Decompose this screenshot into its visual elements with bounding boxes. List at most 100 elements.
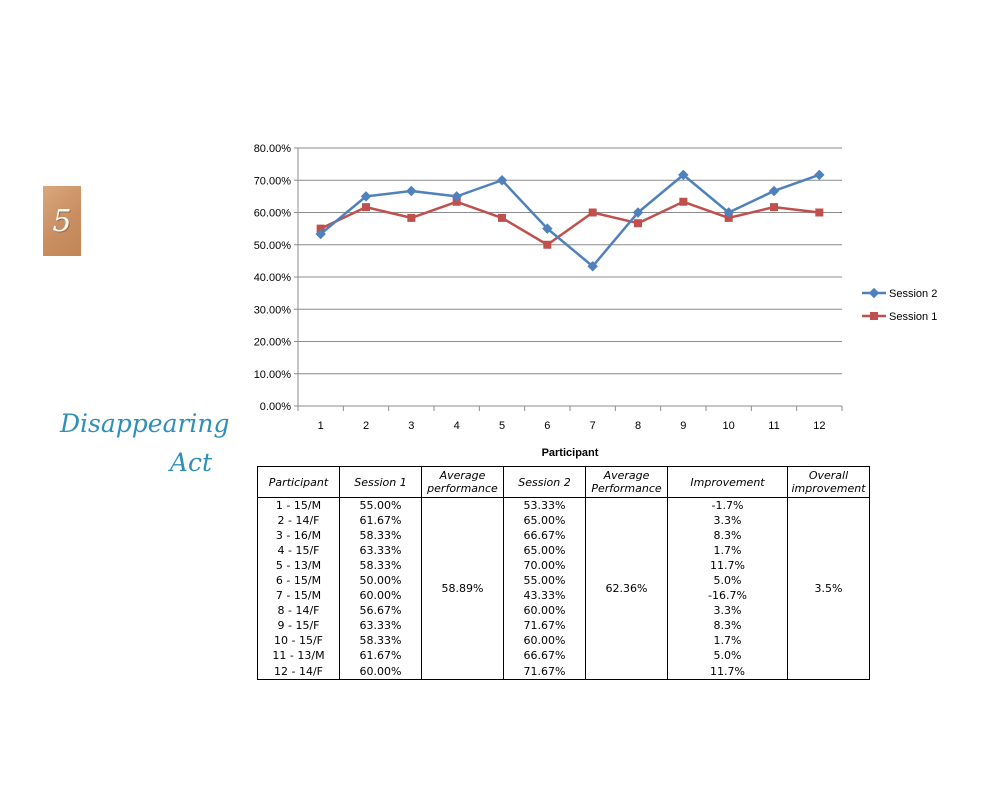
table-row: 2 - 14/F 61.67% 65.00% 3.3% bbox=[257, 513, 870, 529]
cell-improvement: 8.3% bbox=[667, 528, 788, 544]
cell-average-session-1: 58.89% bbox=[421, 497, 504, 681]
data-point-square bbox=[679, 197, 688, 206]
table-body: 1 - 15/M 55.00% 58.89% 53.33% 62.36% -1.7% 3.5… bbox=[257, 497, 870, 681]
data-point-diamond bbox=[723, 207, 734, 218]
cell-session-1: 63.33% bbox=[339, 543, 422, 559]
table-row: 6 - 15/M 50.00% 55.00% 5.0% bbox=[257, 573, 870, 589]
y-tick-label: 10.00% bbox=[254, 369, 292, 381]
cell-participant: 8 - 14/F bbox=[257, 603, 340, 619]
table-row: 3 - 16/M 58.33% 66.67% 8.3% bbox=[257, 528, 870, 544]
cell-improvement: -1.7% bbox=[667, 497, 788, 514]
legend-label: Session 1 bbox=[889, 311, 937, 323]
cell-session-1: 55.00% bbox=[339, 497, 422, 514]
cell-session-1: 58.33% bbox=[339, 558, 422, 574]
cell-improvement: 1.7% bbox=[667, 543, 788, 559]
cell-improvement: 3.3% bbox=[667, 513, 788, 529]
table-row: 4 - 15/F 63.33% 65.00% 1.7% bbox=[257, 543, 870, 559]
cell-session-1: 61.67% bbox=[339, 648, 422, 665]
cell-session-1: 58.33% bbox=[339, 528, 422, 544]
cell-improvement: 5.0% bbox=[667, 573, 788, 589]
cell-session-1: 60.00% bbox=[339, 588, 422, 604]
data-point-diamond bbox=[542, 223, 553, 234]
data-point-diamond bbox=[678, 169, 689, 181]
data-point-diamond bbox=[868, 287, 880, 299]
data-point-square bbox=[316, 224, 325, 233]
data-point-diamond bbox=[632, 207, 644, 218]
table-row: 12 - 14/F 60.00% 71.67% 11.7% bbox=[257, 664, 870, 681]
header-improvement: Improvement bbox=[667, 466, 788, 498]
chart-series bbox=[315, 169, 825, 272]
y-tick-label: 70.00% bbox=[254, 175, 292, 187]
cell-session-2: 70.00% bbox=[503, 558, 586, 574]
data-point-diamond bbox=[814, 169, 825, 181]
cell-session-2: 65.00% bbox=[503, 543, 586, 559]
chart-legend: Session 2 Session 1 bbox=[862, 287, 937, 323]
table-row: 10 - 15/F 58.33% 60.00% 1.7% bbox=[257, 633, 870, 649]
cell-improvement: 11.7% bbox=[667, 664, 788, 681]
data-point-diamond bbox=[406, 185, 417, 197]
cell-participant: 2 - 14/F bbox=[257, 513, 340, 529]
y-tick-label: 20.00% bbox=[254, 337, 292, 349]
x-tick-label: 1 bbox=[318, 420, 324, 432]
header-average-performance-2: Average Performance bbox=[585, 466, 668, 498]
data-point-square bbox=[634, 219, 642, 228]
x-tick-label: 8 bbox=[635, 420, 641, 432]
data-point-diamond bbox=[360, 191, 372, 202]
cell-session-1: 63.33% bbox=[339, 618, 422, 634]
y-tick-label: 60.00% bbox=[254, 208, 292, 220]
header-average-performance-1: Average performance bbox=[421, 466, 504, 498]
cell-session-2: 43.33% bbox=[503, 588, 586, 604]
cell-improvement: 8.3% bbox=[667, 618, 788, 634]
cell-session-2: 66.67% bbox=[503, 648, 586, 665]
cell-participant: 10 - 15/F bbox=[257, 633, 340, 649]
results-table: Participant Session 1 Average performance… bbox=[257, 466, 870, 681]
x-tick-label: 6 bbox=[544, 420, 550, 432]
x-tick-label: 5 bbox=[499, 420, 505, 432]
x-tick-label: 9 bbox=[680, 420, 686, 432]
cell-session-1: 61.67% bbox=[339, 513, 422, 529]
cell-session-2: 71.67% bbox=[503, 664, 586, 681]
data-point-square bbox=[543, 240, 552, 249]
y-tick-label: 0.00% bbox=[260, 401, 291, 413]
cell-participant: 6 - 15/M bbox=[257, 573, 340, 589]
data-point-square bbox=[407, 213, 416, 222]
cell-session-2: 60.00% bbox=[503, 603, 586, 619]
legend-label: Session 2 bbox=[889, 288, 937, 300]
slide-title: Disappearing Act bbox=[60, 404, 230, 482]
cell-participant: 11 - 13/M bbox=[257, 648, 340, 665]
x-tick-label: 12 bbox=[813, 420, 825, 432]
cell-session-2: 53.33% bbox=[503, 497, 586, 514]
series-line bbox=[320, 200, 820, 246]
table-row: 7 - 15/M 60.00% 43.33% -16.7% bbox=[257, 588, 870, 604]
data-point-diamond bbox=[768, 185, 780, 197]
table-row: 9 - 15/F 63.33% 71.67% 8.3% bbox=[257, 618, 870, 634]
x-tick-label: 11 bbox=[768, 420, 779, 432]
x-tick-label: 10 bbox=[723, 420, 735, 432]
data-point-square bbox=[815, 208, 824, 217]
table-row: 1 - 15/M 55.00% 58.89% 53.33% 62.36% -1.7% 3.5… bbox=[257, 497, 870, 681]
cell-participant: 9 - 15/F bbox=[257, 618, 340, 634]
cell-improvement: 11.7% bbox=[667, 558, 788, 574]
x-tick-label: 7 bbox=[590, 420, 596, 432]
table-header-row: Participant Session 1 Average performance… bbox=[257, 466, 870, 498]
chart-gridlines bbox=[298, 147, 842, 375]
cell-session-2: 71.67% bbox=[503, 618, 586, 634]
slide-title-line-1: Disappearing bbox=[60, 409, 230, 438]
line-chart: 0.00% 10.00% 20.00% 30.00% 40.00% 50.00% 60.00… bbox=[254, 143, 938, 459]
data-point-square bbox=[498, 213, 506, 222]
data-point-diamond bbox=[587, 261, 598, 272]
cell-improvement: -16.7% bbox=[667, 588, 788, 604]
cell-overall-improvement: 3.5% bbox=[787, 497, 870, 681]
series-line bbox=[319, 173, 820, 268]
y-tick-label: 30.00% bbox=[254, 304, 292, 316]
header-overall-improvement: Overall improvement bbox=[787, 466, 870, 498]
cell-session-2: 66.67% bbox=[503, 528, 586, 544]
slide-number-tile: 5 bbox=[43, 186, 81, 256]
cell-improvement: 1.7% bbox=[667, 633, 788, 649]
cell-participant: 12 - 14/F bbox=[257, 664, 340, 681]
table-row: 5 - 13/M 58.33% 70.00% 11.7% bbox=[257, 558, 870, 574]
data-point-square bbox=[770, 203, 778, 212]
x-tick-label: 2 bbox=[363, 420, 369, 432]
y-tick-label: 40.00% bbox=[254, 272, 292, 284]
cell-improvement: 3.3% bbox=[667, 603, 788, 619]
